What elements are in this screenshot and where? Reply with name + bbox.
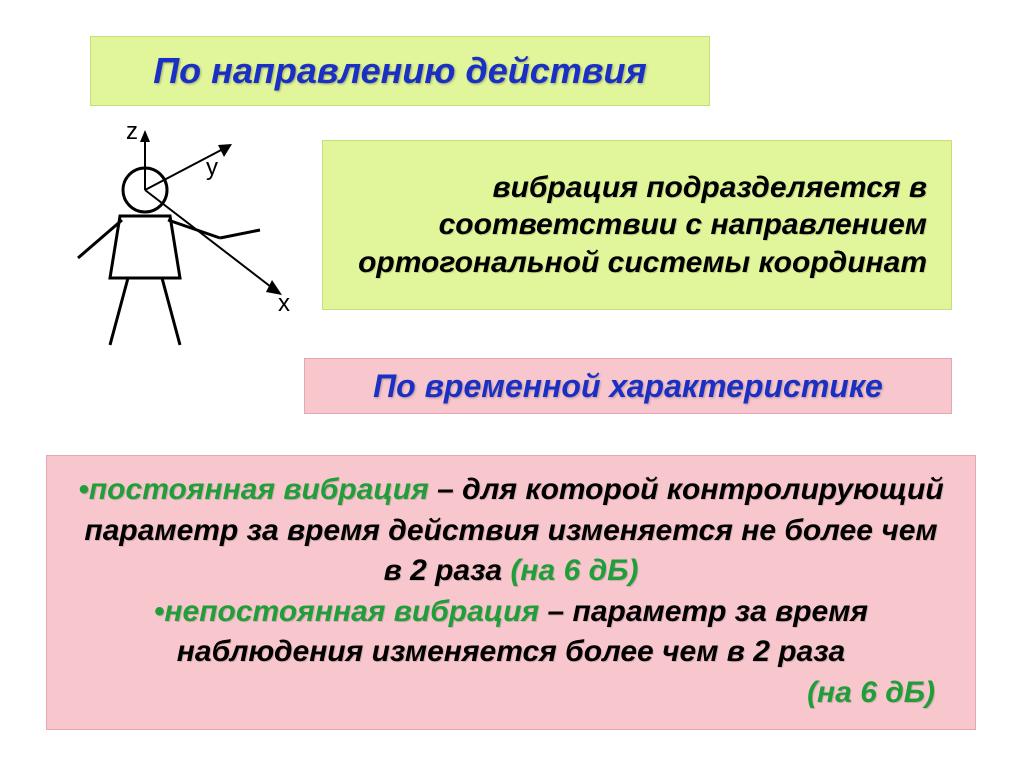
body-box: •постоянная вибрация – для которой контр… [46,455,976,730]
bullet-1: • [78,473,89,506]
axis-x-label: x [278,290,290,318]
body-text: •постоянная вибрация – для которой контр… [77,470,945,713]
bullet-2: • [154,595,165,628]
page-title: По направлению действия [153,50,646,92]
axis-z-label: z [126,118,138,146]
subtitle-box: По временной характеристике [304,358,952,414]
description-text: вибрация подразделяется в соответствии с… [347,169,927,282]
description-box: вибрация подразделяется в соответствии с… [322,140,952,310]
subtitle-text: По временной характеристике [373,368,883,405]
value-1: (на 6 дБ) [510,554,638,587]
value-2: (на 6 дБ) [77,673,945,714]
title-box: По направлению действия [90,36,710,106]
stick-figure-diagram: z y x [50,130,300,350]
axis-y-label: y [206,154,218,182]
term-2: непостоянная вибрация [164,595,539,628]
term-1: постоянная вибрация [89,473,429,506]
